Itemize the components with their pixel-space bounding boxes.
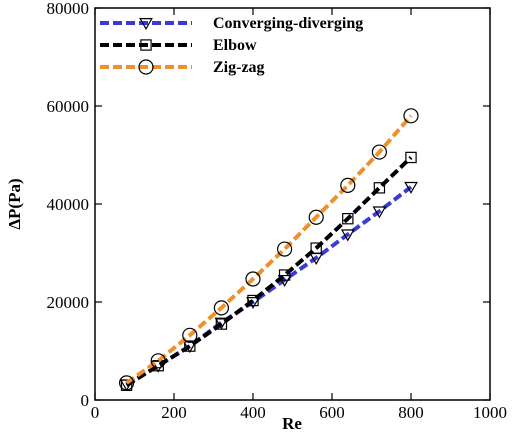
x-tick-label: 0: [91, 403, 100, 422]
legend-entry: Elbow: [100, 37, 257, 54]
x-axis-label: Re: [282, 414, 302, 433]
x-tick-label: 400: [240, 403, 266, 422]
y-axis-label: ΔP(Pa): [5, 178, 24, 229]
y-tick-label: 40000: [47, 195, 90, 214]
data-point: [247, 294, 259, 307]
y-tick-label: 20000: [47, 293, 90, 312]
legend-marker: [140, 39, 152, 51]
data-point: [403, 108, 419, 124]
legend-marker: [139, 18, 153, 31]
legend-entry: Zig-zag: [100, 59, 265, 76]
data-point: [213, 300, 229, 316]
legend-label: Zig-zag: [213, 59, 265, 76]
legend: Converging-diverging Elbow Zig-zag: [100, 15, 363, 76]
ticks-layer: 0 200 400 600 800 1000 0 20000 40000 60000 80000: [47, 0, 508, 422]
series-line: [125, 114, 413, 385]
data-point: [308, 209, 324, 225]
series-elbow: [120, 151, 417, 392]
data-point: [310, 242, 322, 254]
x-tick-label: 600: [319, 403, 345, 422]
x-tick-label: 200: [161, 403, 187, 422]
x-tick-label: 800: [398, 403, 424, 422]
data-point: [278, 269, 291, 281]
data-point: [371, 144, 387, 160]
y-tick-label: 80000: [47, 0, 90, 18]
data-point: [340, 177, 356, 193]
legend-label: Elbow: [213, 37, 257, 54]
legend-label: Converging-diverging: [213, 15, 363, 32]
x-tick-label: 1000: [473, 403, 507, 422]
series-zig-zag: [118, 108, 419, 391]
series-line: [125, 155, 413, 387]
data-point: [215, 318, 228, 330]
data-point: [150, 353, 166, 369]
data-point: [404, 181, 418, 194]
series-layer: [118, 108, 419, 392]
legend-entry: Converging-diverging: [100, 15, 363, 32]
y-tick-label: 0: [81, 391, 90, 410]
data-point: [342, 213, 354, 225]
data-point: [245, 271, 261, 287]
data-point: [182, 327, 198, 343]
data-point: [214, 317, 229, 330]
data-point: [118, 375, 135, 391]
data-point: [184, 340, 196, 352]
data-point: [277, 241, 293, 257]
data-point: [372, 206, 387, 219]
data-point: [373, 182, 386, 194]
legend-marker: [138, 59, 154, 75]
y-tick-label: 60000: [47, 97, 90, 116]
data-point: [405, 151, 417, 164]
data-point: [340, 229, 355, 242]
